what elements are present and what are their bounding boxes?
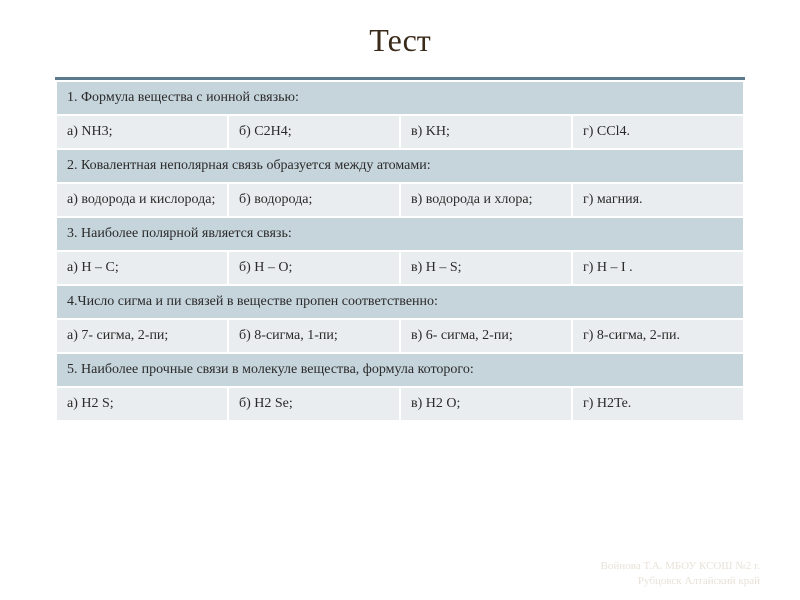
- q1-option-a: а) NH3;: [56, 115, 228, 149]
- q5-option-c: в) H2 O;: [400, 387, 572, 421]
- q2-option-b: б) водорода;: [228, 183, 400, 217]
- q1-option-d: г) CCl4.: [572, 115, 744, 149]
- q5-option-d: г) H2Te.: [572, 387, 744, 421]
- q3-option-c: в) H – S;: [400, 251, 572, 285]
- footer-line-2: Рубцовск Алтайский край: [601, 574, 760, 588]
- q5-options-row: а) H2 S; б) H2 Se; в) H2 O; г) H2Te.: [56, 387, 744, 421]
- q5-prompt: 5. Наиболее прочные связи в молекуле вещ…: [56, 353, 744, 387]
- q2-prompt: 2. Ковалентная неполярная связь образует…: [56, 149, 744, 183]
- q5-prompt-row: 5. Наиболее прочные связи в молекуле вещ…: [56, 353, 744, 387]
- q5-option-a: а) H2 S;: [56, 387, 228, 421]
- q1-option-b: б) C2H4;: [228, 115, 400, 149]
- footer-credit: Войнова Т.А. МБОУ КСОШ №2 г. Рубцовск Ал…: [601, 559, 760, 588]
- q3-option-a: а) H – C;: [56, 251, 228, 285]
- q4-option-d: г) 8-сигма, 2-пи.: [572, 319, 744, 353]
- q1-options-row: а) NH3; б) C2H4; в) KH; г) CCl4.: [56, 115, 744, 149]
- q2-option-d: г) магния.: [572, 183, 744, 217]
- q2-option-c: в) водорода и хлора;: [400, 183, 572, 217]
- page-title: Тест: [0, 0, 800, 77]
- q2-options-row: а) водорода и кислорода; б) водорода; в)…: [56, 183, 744, 217]
- q4-option-b: б) 8-сигма, 1-пи;: [228, 319, 400, 353]
- quiz-table-container: 1. Формула вещества с ионной связью: а) …: [55, 77, 745, 422]
- q5-option-b: б) H2 Se;: [228, 387, 400, 421]
- q4-option-a: а) 7- сигма, 2-пи;: [56, 319, 228, 353]
- q1-prompt: 1. Формула вещества с ионной связью:: [56, 81, 744, 115]
- q3-options-row: а) H – C; б) H – O; в) H – S; г) H – I .: [56, 251, 744, 285]
- q2-prompt-row: 2. Ковалентная неполярная связь образует…: [56, 149, 744, 183]
- q3-option-d: г) H – I .: [572, 251, 744, 285]
- footer-line-1: Войнова Т.А. МБОУ КСОШ №2 г.: [601, 559, 760, 573]
- q4-options-row: а) 7- сигма, 2-пи; б) 8-сигма, 1-пи; в) …: [56, 319, 744, 353]
- q3-option-b: б) H – O;: [228, 251, 400, 285]
- q3-prompt: 3. Наиболее полярной является связь:: [56, 217, 744, 251]
- q4-prompt: 4.Число сигма и пи связей в веществе про…: [56, 285, 744, 319]
- q1-option-c: в) KH;: [400, 115, 572, 149]
- q1-prompt-row: 1. Формула вещества с ионной связью:: [56, 81, 744, 115]
- q4-prompt-row: 4.Число сигма и пи связей в веществе про…: [56, 285, 744, 319]
- quiz-table: 1. Формула вещества с ионной связью: а) …: [55, 80, 745, 422]
- q4-option-c: в) 6- сигма, 2-пи;: [400, 319, 572, 353]
- q2-option-a: а) водорода и кислорода;: [56, 183, 228, 217]
- q3-prompt-row: 3. Наиболее полярной является связь:: [56, 217, 744, 251]
